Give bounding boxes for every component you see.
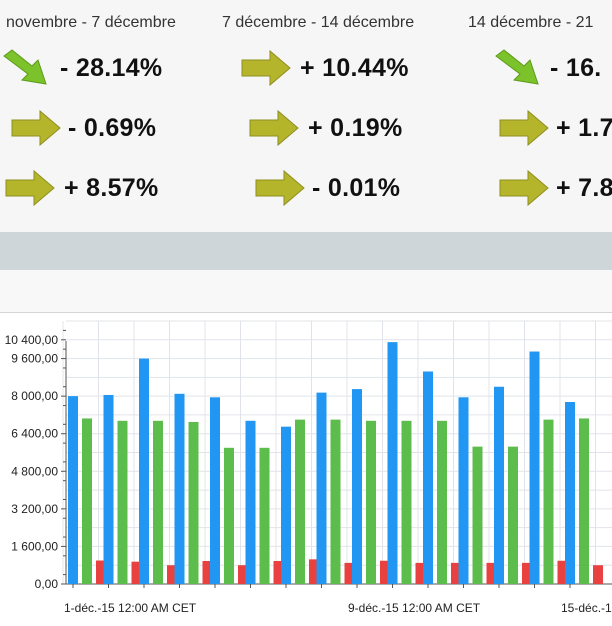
bar-chart: 0,00 1 600,00 3 200,00 4 800,00 6 400,00 8 00…	[0, 313, 612, 626]
bar	[309, 559, 319, 584]
bar	[153, 420, 163, 584]
comparison-panel: novembre - 7 décembre 7 décembre - 14 dé…	[0, 0, 612, 232]
bar	[82, 418, 92, 584]
bar	[68, 396, 78, 584]
trend-flat-arrow-icon	[5, 169, 55, 207]
bar	[188, 421, 199, 584]
bar	[273, 560, 284, 584]
metric-value: + 10.44%	[300, 54, 409, 82]
metric-cell: - 28.14%	[2, 48, 222, 88]
trend-flat-arrow-icon	[499, 169, 549, 207]
bar	[451, 562, 461, 584]
bar	[458, 397, 469, 584]
bar	[210, 397, 220, 584]
metric-cell: - 0.01%	[254, 168, 474, 208]
trend-down-arrow-icon	[3, 49, 47, 85]
bar	[486, 562, 497, 584]
bar	[565, 402, 575, 584]
bar	[529, 351, 540, 584]
bar	[167, 565, 177, 584]
bar	[494, 386, 504, 584]
bar	[238, 565, 248, 584]
bar	[316, 392, 327, 584]
y-tick-label: 0,00	[35, 577, 59, 591]
bar	[352, 389, 362, 584]
trend-flat-arrow-icon	[11, 109, 61, 147]
bar	[579, 418, 589, 584]
bar	[508, 446, 518, 584]
bar	[103, 394, 114, 584]
section-divider	[0, 232, 612, 270]
y-tick-label: 8 000,00	[11, 389, 58, 403]
bar	[330, 419, 341, 584]
metric-value: + 7.8	[556, 174, 612, 202]
y-tick-label: 9 600,00	[11, 352, 58, 366]
y-tick-label: 3 200,00	[11, 502, 58, 516]
metric-cell: + 7.8	[498, 168, 612, 208]
metric-cell: + 10.44%	[240, 48, 470, 88]
trend-flat-arrow-icon	[241, 49, 291, 87]
bar	[593, 565, 603, 584]
metric-value: + 1.7	[556, 114, 612, 142]
x-tick-label: 1-déc.-15 12:00 AM CET	[64, 601, 197, 615]
metric-value: - 0.69%	[68, 114, 157, 142]
trend-flat-arrow-icon	[499, 109, 549, 147]
bar	[139, 358, 149, 584]
metric-value: - 0.01%	[312, 174, 401, 202]
bar	[366, 420, 376, 584]
column-header-2: 7 décembre - 14 décembre	[222, 14, 415, 31]
bar	[245, 420, 256, 584]
bar	[437, 420, 447, 584]
trend-down-arrow-icon	[495, 49, 539, 85]
x-tick-label: 15-déc.-15 12:00 AM CET	[561, 601, 612, 615]
metric-cell: - 0.69%	[10, 108, 220, 148]
bar	[401, 420, 412, 584]
trend-flat-arrow-icon	[255, 169, 305, 207]
metric-cell: - 16.	[494, 48, 612, 88]
bar	[281, 426, 291, 584]
trend-flat-arrow-icon	[249, 109, 299, 147]
y-tick-label: 10 400,00	[5, 333, 59, 347]
bar	[522, 562, 532, 584]
column-header-3: 14 décembre - 21	[468, 14, 594, 31]
x-tick-label: 9-déc.-15 12:00 AM CET	[348, 601, 481, 615]
bar	[380, 560, 390, 584]
bar	[387, 342, 398, 584]
metric-value: - 16.	[550, 54, 602, 82]
column-header-1: novembre - 7 décembre	[6, 14, 176, 31]
bar	[131, 561, 142, 584]
y-tick-label: 6 400,00	[11, 427, 58, 441]
bar	[96, 560, 106, 584]
bar	[202, 560, 213, 584]
bar	[174, 393, 185, 584]
y-tick-label: 4 800,00	[11, 464, 58, 478]
metric-cell: + 1.7	[498, 108, 612, 148]
y-tick-label: 1 600,00	[11, 539, 58, 553]
bar	[259, 447, 270, 584]
chart-canvas: 0,00 1 600,00 3 200,00 4 800,00 6 400,00 8 00…	[5, 320, 612, 615]
bar	[543, 419, 554, 584]
toolbar-strip	[0, 270, 612, 313]
metric-value: + 0.19%	[308, 114, 403, 142]
bar	[344, 562, 355, 584]
bar	[117, 420, 128, 584]
metric-cell: + 8.57%	[4, 168, 224, 208]
bar	[295, 419, 305, 584]
bar	[224, 447, 234, 584]
bar	[423, 371, 433, 584]
metric-value: + 8.57%	[64, 174, 159, 202]
bar	[557, 560, 568, 584]
bar	[415, 562, 426, 584]
metric-cell: + 0.19%	[248, 108, 468, 148]
metric-value: - 28.14%	[60, 54, 163, 82]
bar	[472, 446, 483, 584]
